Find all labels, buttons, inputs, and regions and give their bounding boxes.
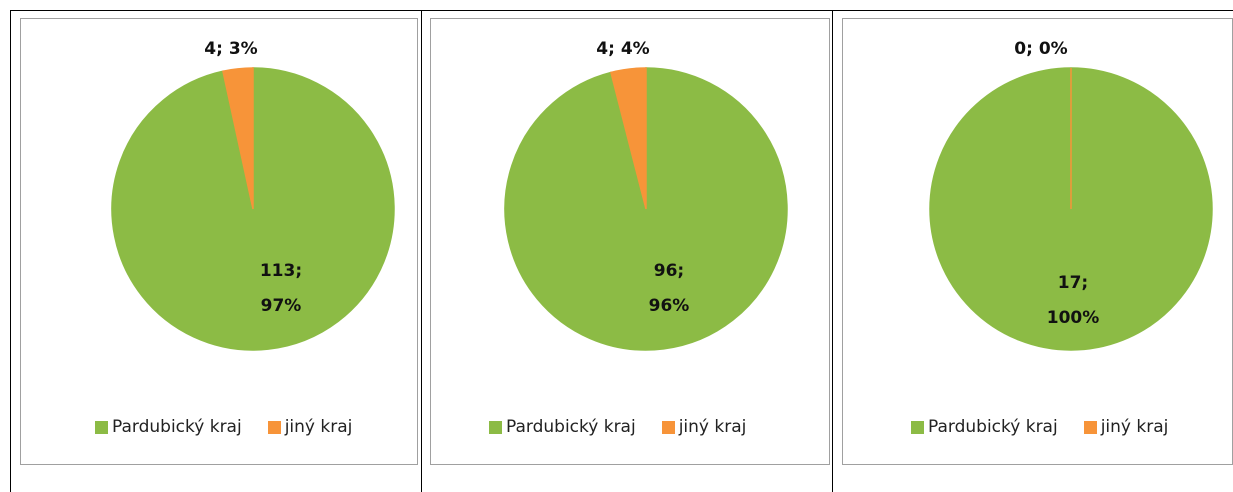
- pie-slice: [610, 67, 647, 210]
- legend-label: Pardubický kraj: [928, 417, 1058, 437]
- legend-item: Pardubický kraj: [489, 417, 636, 437]
- pie-chart: [929, 67, 1213, 351]
- chart-frame: 96; 96% 4; 4% Pardubický kraj jiný kraj: [430, 18, 830, 465]
- legend-label: Pardubický kraj: [506, 417, 636, 437]
- data-label: 113; 97%: [259, 261, 303, 316]
- legend-label: jiný kraj: [284, 417, 353, 437]
- data-label: 17; 100%: [1046, 273, 1100, 328]
- legend-item: jiný kraj: [661, 417, 747, 437]
- data-label: 0; 0%: [1014, 39, 1068, 59]
- table-border: [10, 10, 1233, 11]
- table-border: [421, 10, 422, 492]
- pie-chart: [504, 67, 788, 351]
- legend-swatch: [911, 420, 924, 434]
- legend-label: jiný kraj: [1100, 417, 1169, 437]
- legend-item: Pardubický kraj: [911, 417, 1058, 437]
- legend-label: jiný kraj: [678, 417, 747, 437]
- chart-frame: 17; 100% 0; 0% Pardubický kraj jiný kraj: [842, 18, 1233, 465]
- table-border: [832, 10, 833, 492]
- pie-slice: [222, 67, 254, 210]
- legend: Pardubický kraj jiný kraj: [95, 417, 378, 437]
- legend-swatch: [489, 420, 502, 434]
- legend-item: Pardubický kraj: [95, 417, 242, 437]
- data-label: 4; 3%: [204, 39, 258, 59]
- table-border: [10, 10, 11, 492]
- legend-swatch: [1083, 420, 1097, 434]
- legend: Pardubický kraj jiný kraj: [489, 417, 772, 437]
- legend: Pardubický kraj jiný kraj: [911, 417, 1194, 437]
- pie-chart: [111, 67, 395, 351]
- legend-swatch: [661, 420, 675, 434]
- chart-frame: 113; 97% 4; 3% Pardubický kraj jiný kraj: [20, 18, 418, 465]
- legend-item: jiný kraj: [1083, 417, 1169, 437]
- data-label: 96; 96%: [648, 261, 690, 316]
- legend-swatch: [267, 420, 281, 434]
- data-label: 4; 4%: [596, 39, 650, 59]
- legend-item: jiný kraj: [267, 417, 353, 437]
- legend-label: Pardubický kraj: [112, 417, 242, 437]
- legend-swatch: [95, 420, 108, 434]
